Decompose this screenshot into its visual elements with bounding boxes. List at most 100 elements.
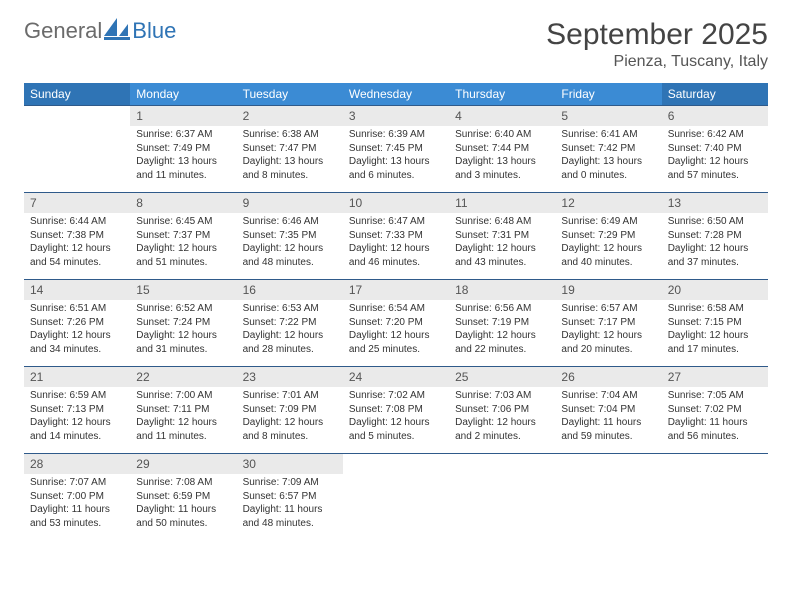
location: Pienza, Tuscany, Italy (546, 53, 768, 71)
daylight-text: Daylight: 11 hours and 59 minutes. (561, 416, 655, 443)
sunrise-text: Sunrise: 7:00 AM (136, 389, 230, 403)
day-number: 11 (455, 196, 467, 210)
day-detail-cell: Sunrise: 7:05 AMSunset: 7:02 PMDaylight:… (662, 387, 768, 454)
day-number: 7 (30, 196, 37, 210)
daylight-text: Daylight: 13 hours and 11 minutes. (136, 155, 230, 182)
sunset-text: Sunset: 7:08 PM (349, 403, 443, 417)
daylight-text: Daylight: 12 hours and 2 minutes. (455, 416, 549, 443)
daylight-text: Daylight: 12 hours and 8 minutes. (243, 416, 337, 443)
sunrise-text: Sunrise: 6:40 AM (455, 128, 549, 142)
week-daynum-row: 78910111213 (24, 193, 768, 214)
daylight-text: Daylight: 11 hours and 56 minutes. (668, 416, 762, 443)
title-block: September 2025 Pienza, Tuscany, Italy (546, 18, 768, 71)
sunrise-text: Sunrise: 6:50 AM (668, 215, 762, 229)
week-detail-row: Sunrise: 6:44 AMSunset: 7:38 PMDaylight:… (24, 213, 768, 280)
day-detail-cell: Sunrise: 6:48 AMSunset: 7:31 PMDaylight:… (449, 213, 555, 280)
sunrise-text: Sunrise: 6:53 AM (243, 302, 337, 316)
day-detail-cell: Sunrise: 6:51 AMSunset: 7:26 PMDaylight:… (24, 300, 130, 367)
day-detail-cell: Sunrise: 6:59 AMSunset: 7:13 PMDaylight:… (24, 387, 130, 454)
daylight-text: Daylight: 12 hours and 37 minutes. (668, 242, 762, 269)
day-number: 18 (455, 283, 468, 297)
sunset-text: Sunset: 7:13 PM (30, 403, 124, 417)
sunrise-text: Sunrise: 6:51 AM (30, 302, 124, 316)
sunset-text: Sunset: 7:47 PM (243, 142, 337, 156)
day-detail-cell: Sunrise: 6:41 AMSunset: 7:42 PMDaylight:… (555, 126, 661, 193)
day-number-cell: 19 (555, 280, 661, 301)
day-number: 12 (561, 196, 574, 210)
sunset-text: Sunset: 7:42 PM (561, 142, 655, 156)
daylight-text: Daylight: 12 hours and 5 minutes. (349, 416, 443, 443)
day-number-cell: 8 (130, 193, 236, 214)
day-detail-cell: Sunrise: 6:46 AMSunset: 7:35 PMDaylight:… (237, 213, 343, 280)
sunset-text: Sunset: 7:29 PM (561, 229, 655, 243)
sunrise-text: Sunrise: 7:07 AM (30, 476, 124, 490)
day-number: 27 (668, 370, 681, 384)
sunrise-text: Sunrise: 6:57 AM (561, 302, 655, 316)
week-detail-row: Sunrise: 6:51 AMSunset: 7:26 PMDaylight:… (24, 300, 768, 367)
week-detail-row: Sunrise: 7:07 AMSunset: 7:00 PM Daylight:… (24, 474, 768, 540)
header: General Blue September 2025 Pienza, Tusc… (24, 18, 768, 71)
day-detail-cell: Sunrise: 6:40 AMSunset: 7:44 PMDaylight:… (449, 126, 555, 193)
day-detail-cell: Sunrise: 6:50 AMSunset: 7:28 PMDaylight:… (662, 213, 768, 280)
week-daynum-row: 21222324252627 (24, 367, 768, 388)
sunset-text: Sunset: 7:06 PM (455, 403, 549, 417)
sunset-text: Sunset: 7:04 PM (561, 403, 655, 417)
daylight-text: Daylight: 13 hours and 0 minutes. (561, 155, 655, 182)
sunset-text: Sunset: 6:57 PM (243, 490, 337, 504)
day-number: 30 (243, 457, 256, 471)
sunrise-text: Sunrise: 6:44 AM (30, 215, 124, 229)
day-number: 6 (668, 109, 675, 123)
day-header-row: Sunday Monday Tuesday Wednesday Thursday… (24, 83, 768, 106)
daylight-text: Daylight: 12 hours and 48 minutes. (243, 242, 337, 269)
day-number-cell: 11 (449, 193, 555, 214)
sunset-text: Sunset: 7:20 PM (349, 316, 443, 330)
sunrise-text: Sunrise: 6:59 AM (30, 389, 124, 403)
day-detail-cell: Sunrise: 6:56 AMSunset: 7:19 PMDaylight:… (449, 300, 555, 367)
day-detail-cell: Sunrise: 7:01 AMSunset: 7:09 PMDaylight:… (237, 387, 343, 454)
day-number-cell: 18 (449, 280, 555, 301)
month-title: September 2025 (546, 18, 768, 51)
day-number: 2 (243, 109, 250, 123)
day-detail-cell (555, 474, 661, 540)
daylight-text: Daylight: 12 hours and 11 minutes. (136, 416, 230, 443)
sunrise-text: Sunrise: 7:08 AM (136, 476, 230, 490)
day-number-cell: 13 (662, 193, 768, 214)
dayhead-mon: Monday (130, 83, 236, 106)
sunrise-text: Sunrise: 7:01 AM (243, 389, 337, 403)
day-number: 17 (349, 283, 362, 297)
day-number: 21 (30, 370, 43, 384)
day-number-cell: 22 (130, 367, 236, 388)
daylight-text: Daylight: 12 hours and 34 minutes. (30, 329, 124, 356)
dayhead-tue: Tuesday (237, 83, 343, 106)
day-number-cell: 21 (24, 367, 130, 388)
brand-word1: General (24, 18, 102, 44)
day-detail-cell: Sunrise: 6:37 AMSunset: 7:49 PMDaylight:… (130, 126, 236, 193)
sunset-text: Sunset: 7:22 PM (243, 316, 337, 330)
day-number: 5 (561, 109, 568, 123)
sunrise-text: Sunrise: 7:05 AM (668, 389, 762, 403)
daylight-text: Daylight: 13 hours and 8 minutes. (243, 155, 337, 182)
day-number-cell: 2 (237, 106, 343, 127)
day-detail-cell: Sunrise: 7:07 AMSunset: 7:00 PMDaylight:… (24, 474, 130, 540)
day-number: 29 (136, 457, 149, 471)
sunset-text: Sunset: 7:15 PM (668, 316, 762, 330)
sunrise-text: Sunrise: 6:56 AM (455, 302, 549, 316)
sunset-text: Sunset: 7:26 PM (30, 316, 124, 330)
sunrise-text: Sunrise: 6:49 AM (561, 215, 655, 229)
dayhead-thu: Thursday (449, 83, 555, 106)
day-number-cell: 6 (662, 106, 768, 127)
sunset-text: Sunset: 7:00 PM (30, 490, 124, 504)
day-number-cell: 12 (555, 193, 661, 214)
dayhead-sat: Saturday (662, 83, 768, 106)
sunset-text: Sunset: 7:31 PM (455, 229, 549, 243)
brand-logo: General Blue (24, 18, 176, 44)
sunset-text: Sunset: 7:28 PM (668, 229, 762, 243)
day-number-cell: 28 (24, 454, 130, 475)
day-detail-cell: Sunrise: 6:57 AMSunset: 7:17 PMDaylight:… (555, 300, 661, 367)
daylight-text: Daylight: 12 hours and 22 minutes. (455, 329, 549, 356)
sunset-text: Sunset: 7:11 PM (136, 403, 230, 417)
daylight-text: Daylight: 12 hours and 40 minutes. (561, 242, 655, 269)
daylight-text: Daylight: 11 hours and 50 minutes. (136, 503, 230, 530)
day-detail-cell: Sunrise: 6:49 AMSunset: 7:29 PMDaylight:… (555, 213, 661, 280)
sunset-text: Sunset: 6:59 PM (136, 490, 230, 504)
